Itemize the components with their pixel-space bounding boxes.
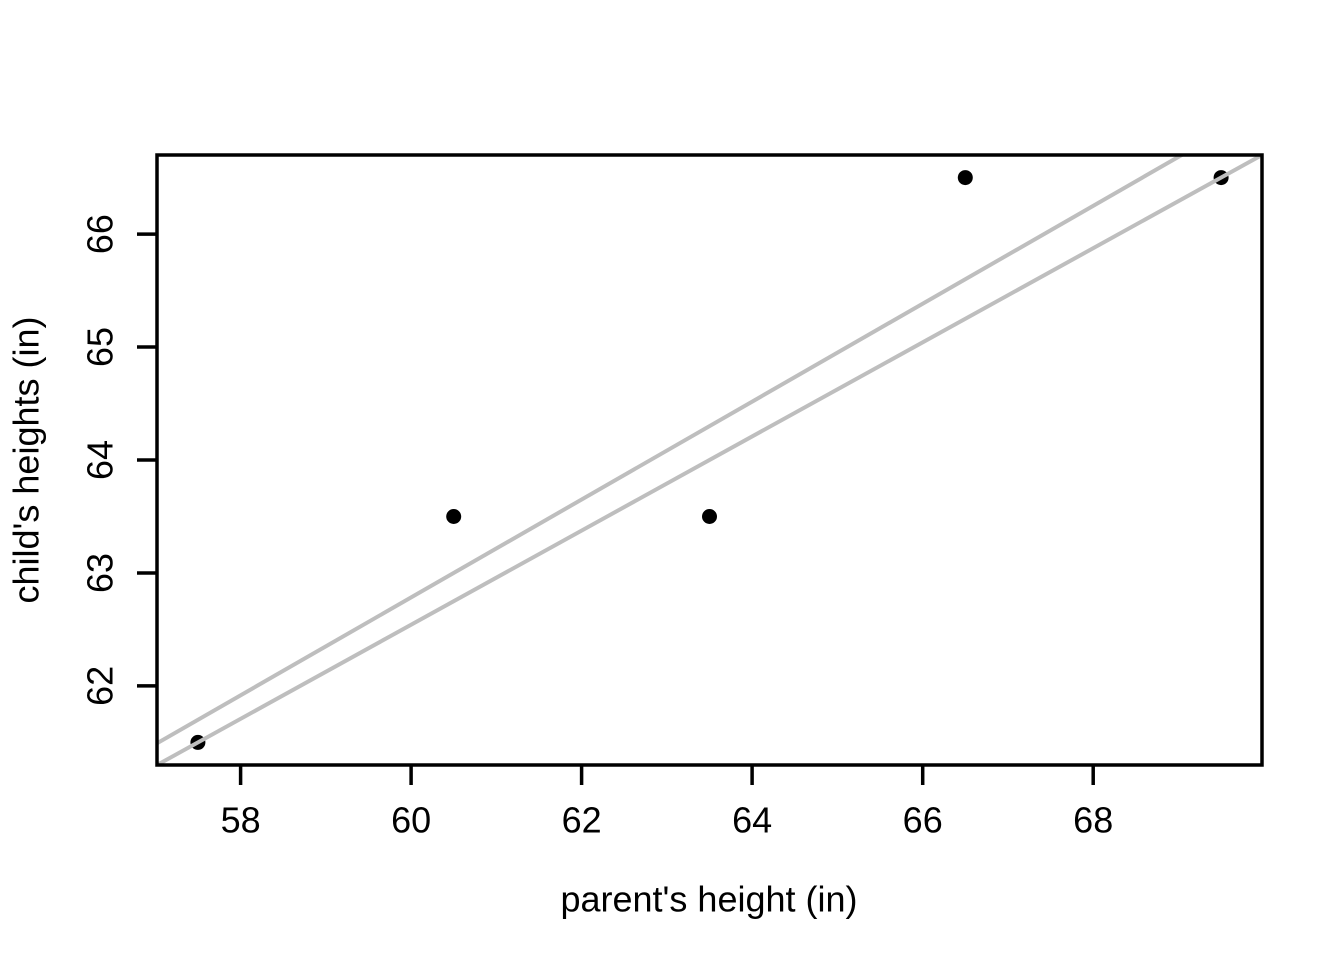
- data-point: [446, 509, 462, 524]
- extreme-points-line: [157, 155, 1262, 765]
- data-point: [957, 170, 973, 186]
- data-point: [702, 509, 717, 524]
- x-tick-label: 58: [221, 800, 261, 841]
- least-squares-line: [157, 155, 1186, 746]
- x-tick-label: 68: [1073, 800, 1113, 841]
- x-axis-tick-labels: 58 60 62 64 66 68: [221, 800, 1114, 841]
- x-axis-title: parent's height (in): [560, 879, 857, 920]
- y-axis-tick-labels: 62 63 64 65 66: [80, 214, 121, 706]
- y-tick-label: 64: [80, 440, 121, 480]
- fit-lines-layer: [157, 155, 1262, 765]
- y-axis-title: child's heights (in): [6, 317, 47, 604]
- x-tick-label: 66: [903, 800, 943, 841]
- y-tick-label: 63: [80, 553, 121, 593]
- y-axis-ticks: [137, 232, 157, 688]
- y-tick-label: 65: [80, 327, 121, 367]
- x-tick-label: 64: [732, 800, 772, 841]
- y-tick-label: 62: [80, 666, 121, 706]
- y-tick-label: 66: [80, 214, 121, 254]
- x-tick-label: 62: [562, 800, 602, 841]
- x-axis-ticks: [238, 765, 1095, 785]
- x-tick-label: 60: [391, 800, 431, 841]
